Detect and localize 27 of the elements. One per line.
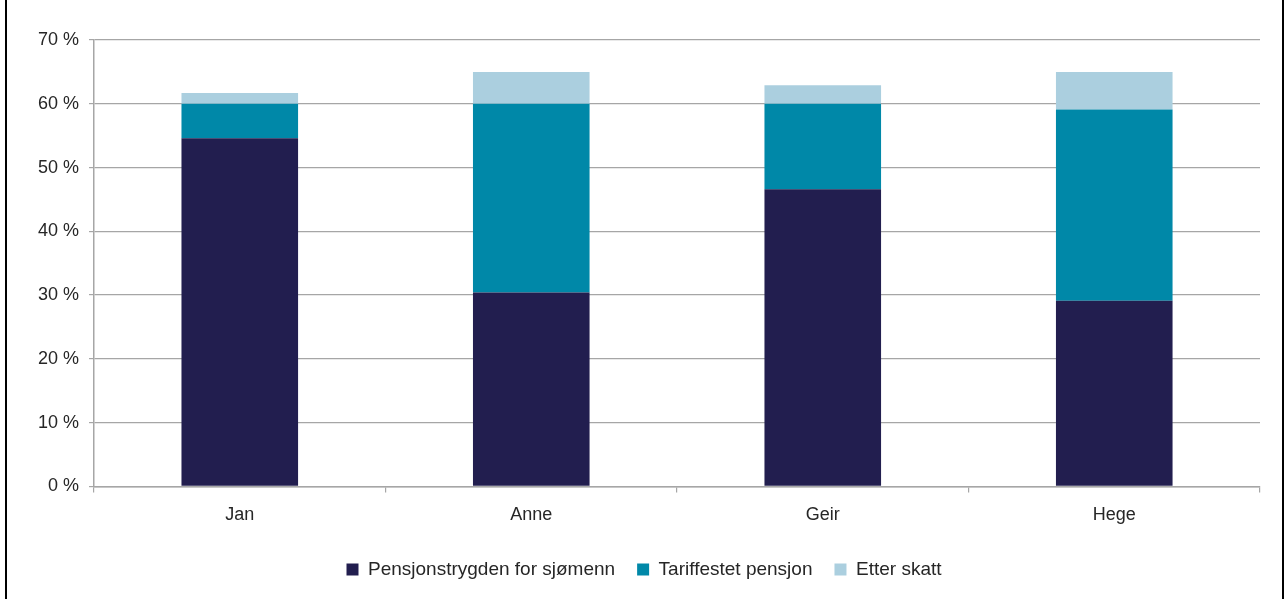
bar xyxy=(181,92,299,104)
x-tick-label: Anne xyxy=(510,504,553,525)
y-tick-label: 0 % xyxy=(48,475,80,496)
legend-label: Pensjonstrygden for sjømenn xyxy=(368,557,616,579)
y-tick-label: 60 % xyxy=(38,92,80,113)
y-tick-label: 10 % xyxy=(38,411,80,432)
bar xyxy=(1055,300,1173,486)
x-tick-label: Jan xyxy=(225,504,255,525)
y-tick-label: 70 % xyxy=(38,28,80,49)
bar xyxy=(1055,109,1173,301)
y-tick-label: 50 % xyxy=(38,156,80,177)
bar xyxy=(764,103,882,190)
x-tick-label: Hege xyxy=(1092,504,1136,525)
bar xyxy=(472,103,590,293)
legend-label: Tariffestet pensjon xyxy=(658,557,813,579)
bar xyxy=(181,103,299,139)
bar xyxy=(764,85,882,104)
legend-label: Etter skatt xyxy=(855,557,943,579)
bar xyxy=(181,138,299,486)
bar xyxy=(472,292,590,486)
y-tick-label: 40 % xyxy=(38,220,80,241)
bar xyxy=(1055,71,1173,110)
bar xyxy=(764,189,882,486)
bar xyxy=(472,71,590,104)
x-tick-label: Geir xyxy=(805,504,840,525)
y-tick-label: 20 % xyxy=(38,347,80,368)
y-tick-label: 30 % xyxy=(38,284,80,305)
